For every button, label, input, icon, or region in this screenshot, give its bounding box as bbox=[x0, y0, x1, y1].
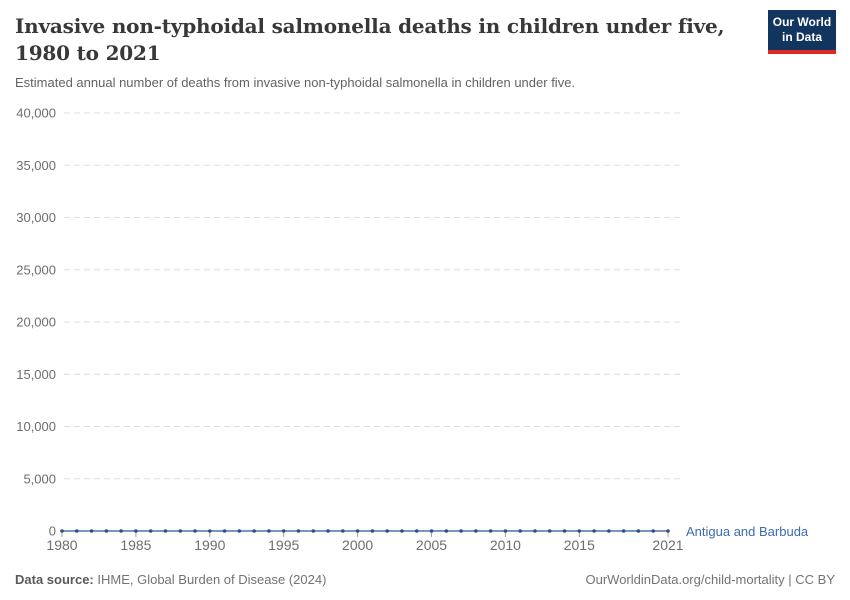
series-point[interactable] bbox=[267, 529, 271, 533]
y-axis-tick-label: 40,000 bbox=[16, 106, 56, 121]
series-entity-label[interactable]: Antigua and Barbuda bbox=[686, 524, 809, 539]
series-point[interactable] bbox=[651, 529, 656, 533]
series-point[interactable] bbox=[562, 529, 567, 533]
series-point[interactable] bbox=[341, 529, 345, 533]
y-axis-tick-label: 10,000 bbox=[16, 419, 56, 434]
x-axis-tick-label: 1985 bbox=[120, 537, 151, 553]
series-point[interactable] bbox=[222, 529, 227, 533]
series-point[interactable] bbox=[607, 529, 611, 533]
series-point[interactable] bbox=[237, 529, 242, 533]
series-point[interactable] bbox=[385, 529, 389, 533]
owid-logo: Our World in Data bbox=[768, 10, 836, 54]
page-title: Invasive non-typhoidal salmonella deaths… bbox=[15, 14, 725, 65]
series-point[interactable] bbox=[503, 529, 508, 533]
series-point[interactable] bbox=[148, 529, 153, 533]
series-point[interactable] bbox=[400, 529, 404, 533]
series-point[interactable] bbox=[621, 529, 626, 533]
series-point[interactable] bbox=[636, 529, 641, 533]
series-point[interactable] bbox=[178, 529, 183, 533]
owid-logo-line1: Our World bbox=[772, 15, 832, 29]
series-point[interactable] bbox=[533, 529, 537, 533]
series-point[interactable] bbox=[459, 529, 463, 533]
series-point[interactable] bbox=[414, 529, 419, 533]
x-axis-tick-label: 2021 bbox=[652, 537, 683, 553]
series-point[interactable] bbox=[547, 529, 552, 533]
series-point[interactable] bbox=[355, 529, 360, 533]
series-point[interactable] bbox=[281, 529, 286, 533]
series-point[interactable] bbox=[444, 529, 449, 533]
series-point[interactable] bbox=[104, 529, 109, 533]
series-point[interactable] bbox=[429, 529, 434, 533]
series-point[interactable] bbox=[60, 529, 64, 533]
series-point[interactable] bbox=[119, 529, 123, 533]
x-axis-tick-label: 2015 bbox=[564, 537, 595, 553]
series-point[interactable] bbox=[370, 529, 375, 533]
series-point[interactable] bbox=[488, 529, 493, 533]
chart-footer: Data source: IHME, Global Burden of Dise… bbox=[15, 572, 835, 587]
series-point[interactable] bbox=[326, 529, 330, 533]
series-point[interactable] bbox=[592, 529, 596, 533]
y-axis-tick-label: 30,000 bbox=[16, 210, 56, 225]
series-point[interactable] bbox=[518, 529, 522, 533]
y-axis-tick-label: 15,000 bbox=[16, 367, 56, 382]
series-point[interactable] bbox=[474, 529, 478, 533]
series-point[interactable] bbox=[311, 529, 316, 533]
y-axis-tick-label: 25,000 bbox=[16, 262, 56, 277]
license-credit[interactable]: OurWorldinData.org/child-mortality | CC … bbox=[585, 572, 836, 587]
x-axis-tick-label: 1980 bbox=[46, 537, 77, 553]
owid-logo-line2: in Data bbox=[781, 30, 822, 44]
series-point[interactable] bbox=[208, 529, 212, 533]
series-point[interactable] bbox=[577, 529, 582, 533]
data-source-note: Data source: IHME, Global Burden of Dise… bbox=[15, 572, 326, 587]
page-subtitle: Estimated annual number of deaths from i… bbox=[15, 75, 576, 90]
series-point[interactable] bbox=[666, 529, 670, 533]
y-axis-tick-label: 5,000 bbox=[23, 471, 56, 486]
series-point[interactable] bbox=[296, 529, 301, 533]
x-axis-tick-label: 2005 bbox=[416, 537, 447, 553]
y-axis-tick-label: 0 bbox=[49, 524, 56, 539]
series-point[interactable] bbox=[193, 529, 197, 533]
series-point[interactable] bbox=[163, 529, 168, 533]
series-point[interactable] bbox=[134, 529, 138, 533]
x-axis-tick-label: 2010 bbox=[490, 537, 521, 553]
x-axis-tick-label: 1995 bbox=[268, 537, 299, 553]
data-source-value: IHME, Global Burden of Disease (2024) bbox=[93, 572, 327, 587]
y-axis-tick-label: 20,000 bbox=[16, 315, 56, 330]
y-axis-tick-label: 35,000 bbox=[16, 158, 56, 173]
series-point[interactable] bbox=[252, 529, 256, 533]
data-source-label: Data source: bbox=[15, 572, 94, 587]
x-axis-tick-label: 1990 bbox=[194, 537, 225, 553]
x-axis-tick-label: 2000 bbox=[342, 537, 373, 553]
series-point[interactable] bbox=[74, 529, 79, 533]
series-point[interactable] bbox=[89, 529, 94, 533]
